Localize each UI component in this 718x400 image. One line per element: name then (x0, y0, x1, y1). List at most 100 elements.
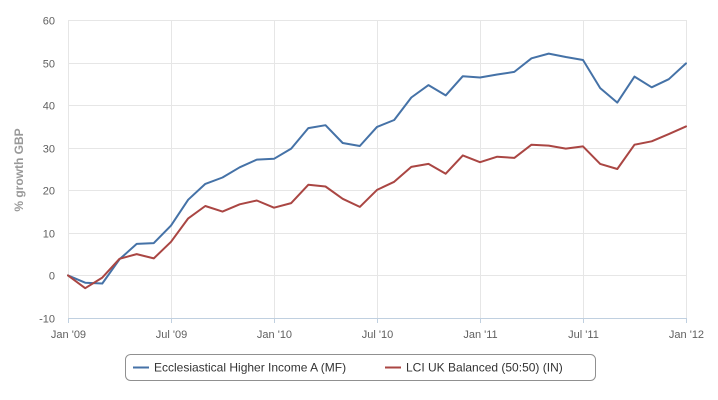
data-point[interactable] (615, 167, 619, 171)
data-point[interactable] (495, 72, 499, 76)
x-tick-label: Jul '10 (362, 329, 393, 341)
data-point[interactable] (375, 188, 379, 192)
legend-item[interactable]: Ecclesiastical Higher Income A (MF) (133, 361, 346, 375)
data-point[interactable] (203, 182, 207, 186)
series-line[interactable] (67, 52, 687, 285)
data-point[interactable] (220, 175, 224, 179)
data-point[interactable] (66, 273, 70, 277)
legend-box (125, 354, 596, 381)
data-point[interactable] (564, 146, 568, 150)
y-tick-label: 40 (43, 101, 55, 113)
series-line[interactable] (67, 125, 687, 290)
data-point[interactable] (632, 74, 636, 78)
legend-label: Ecclesiastical Higher Income A (MF) (154, 361, 346, 375)
x-tick-label: Jan '09 (51, 329, 86, 341)
data-point[interactable] (289, 201, 293, 205)
data-point[interactable] (547, 143, 551, 147)
data-point[interactable] (461, 74, 465, 78)
data-point[interactable] (358, 205, 362, 209)
data-point[interactable] (615, 100, 619, 104)
data-point[interactable] (684, 124, 688, 128)
y-tick-label: -10 (39, 314, 55, 326)
x-tick-label: Jul '11 (568, 329, 599, 341)
data-point[interactable] (409, 165, 413, 169)
data-point[interactable] (667, 77, 671, 81)
legend-item[interactable]: LCI UK Balanced (50:50) (IN) (385, 361, 563, 375)
series-layer (66, 51, 688, 290)
data-point[interactable] (444, 93, 448, 97)
data-point[interactable] (512, 70, 516, 74)
x-tick-label: Jul '09 (156, 329, 187, 341)
data-point[interactable] (323, 184, 327, 188)
data-point[interactable] (512, 156, 516, 160)
data-point[interactable] (581, 144, 585, 148)
data-point[interactable] (306, 126, 310, 130)
x-tick-label: Jan '10 (257, 329, 292, 341)
data-point[interactable] (186, 198, 190, 202)
data-point[interactable] (375, 125, 379, 129)
data-point[interactable] (444, 172, 448, 176)
data-point[interactable] (272, 157, 276, 161)
data-point[interactable] (255, 198, 259, 202)
data-point[interactable] (684, 61, 688, 65)
y-tick-label: 50 (43, 59, 55, 71)
data-point[interactable] (289, 146, 293, 150)
series-1 (67, 51, 688, 285)
data-point[interactable] (358, 144, 362, 148)
data-point[interactable] (667, 132, 671, 136)
data-point[interactable] (272, 206, 276, 210)
data-point[interactable] (409, 95, 413, 99)
legend-label: LCI UK Balanced (50:50) (IN) (406, 361, 563, 375)
data-point[interactable] (117, 257, 121, 261)
data-point[interactable] (529, 56, 533, 60)
y-tick-label: 10 (43, 229, 55, 241)
data-point[interactable] (83, 281, 87, 285)
data-point[interactable] (238, 202, 242, 206)
y-tick-label: 0 (49, 271, 55, 283)
data-point[interactable] (169, 223, 173, 227)
data-point[interactable] (83, 286, 87, 290)
data-point[interactable] (598, 86, 602, 90)
data-point[interactable] (341, 141, 345, 145)
data-point[interactable] (323, 123, 327, 127)
data-point[interactable] (650, 85, 654, 89)
data-point[interactable] (220, 209, 224, 213)
data-point[interactable] (547, 51, 551, 55)
data-point[interactable] (598, 162, 602, 166)
data-point[interactable] (341, 197, 345, 201)
data-point[interactable] (426, 162, 430, 166)
data-point[interactable] (135, 252, 139, 256)
y-tick-label: 20 (43, 186, 55, 198)
data-point[interactable] (426, 83, 430, 87)
y-axis-title: % growth GBP (12, 128, 26, 211)
data-point[interactable] (100, 281, 104, 285)
data-point[interactable] (461, 153, 465, 157)
data-point[interactable] (529, 143, 533, 147)
data-point[interactable] (564, 55, 568, 59)
data-point[interactable] (306, 183, 310, 187)
data-point[interactable] (100, 275, 104, 279)
data-point[interactable] (392, 180, 396, 184)
data-point[interactable] (238, 165, 242, 169)
data-point[interactable] (152, 256, 156, 260)
axis-layer: -10 0 10 20 30 40 50 60 Jan '09 Jul '09 Jan '10 Jul… (39, 16, 704, 342)
legend[interactable]: Ecclesiastical Higher Income A (MF) LCI U… (125, 354, 596, 381)
data-point[interactable] (632, 143, 636, 147)
y-tick-label: 60 (43, 16, 55, 28)
data-point[interactable] (203, 204, 207, 208)
data-point[interactable] (650, 139, 654, 143)
data-point[interactable] (135, 242, 139, 246)
data-point[interactable] (169, 240, 173, 244)
data-point[interactable] (495, 155, 499, 159)
x-tick-label: Jan '11 (463, 329, 497, 341)
x-tick-label: Jan '12 (669, 329, 704, 341)
data-point[interactable] (581, 58, 585, 62)
data-point[interactable] (478, 75, 482, 79)
data-point[interactable] (478, 160, 482, 164)
data-point[interactable] (186, 216, 190, 220)
data-point[interactable] (152, 241, 156, 245)
data-point[interactable] (255, 157, 259, 161)
data-point[interactable] (392, 118, 396, 122)
